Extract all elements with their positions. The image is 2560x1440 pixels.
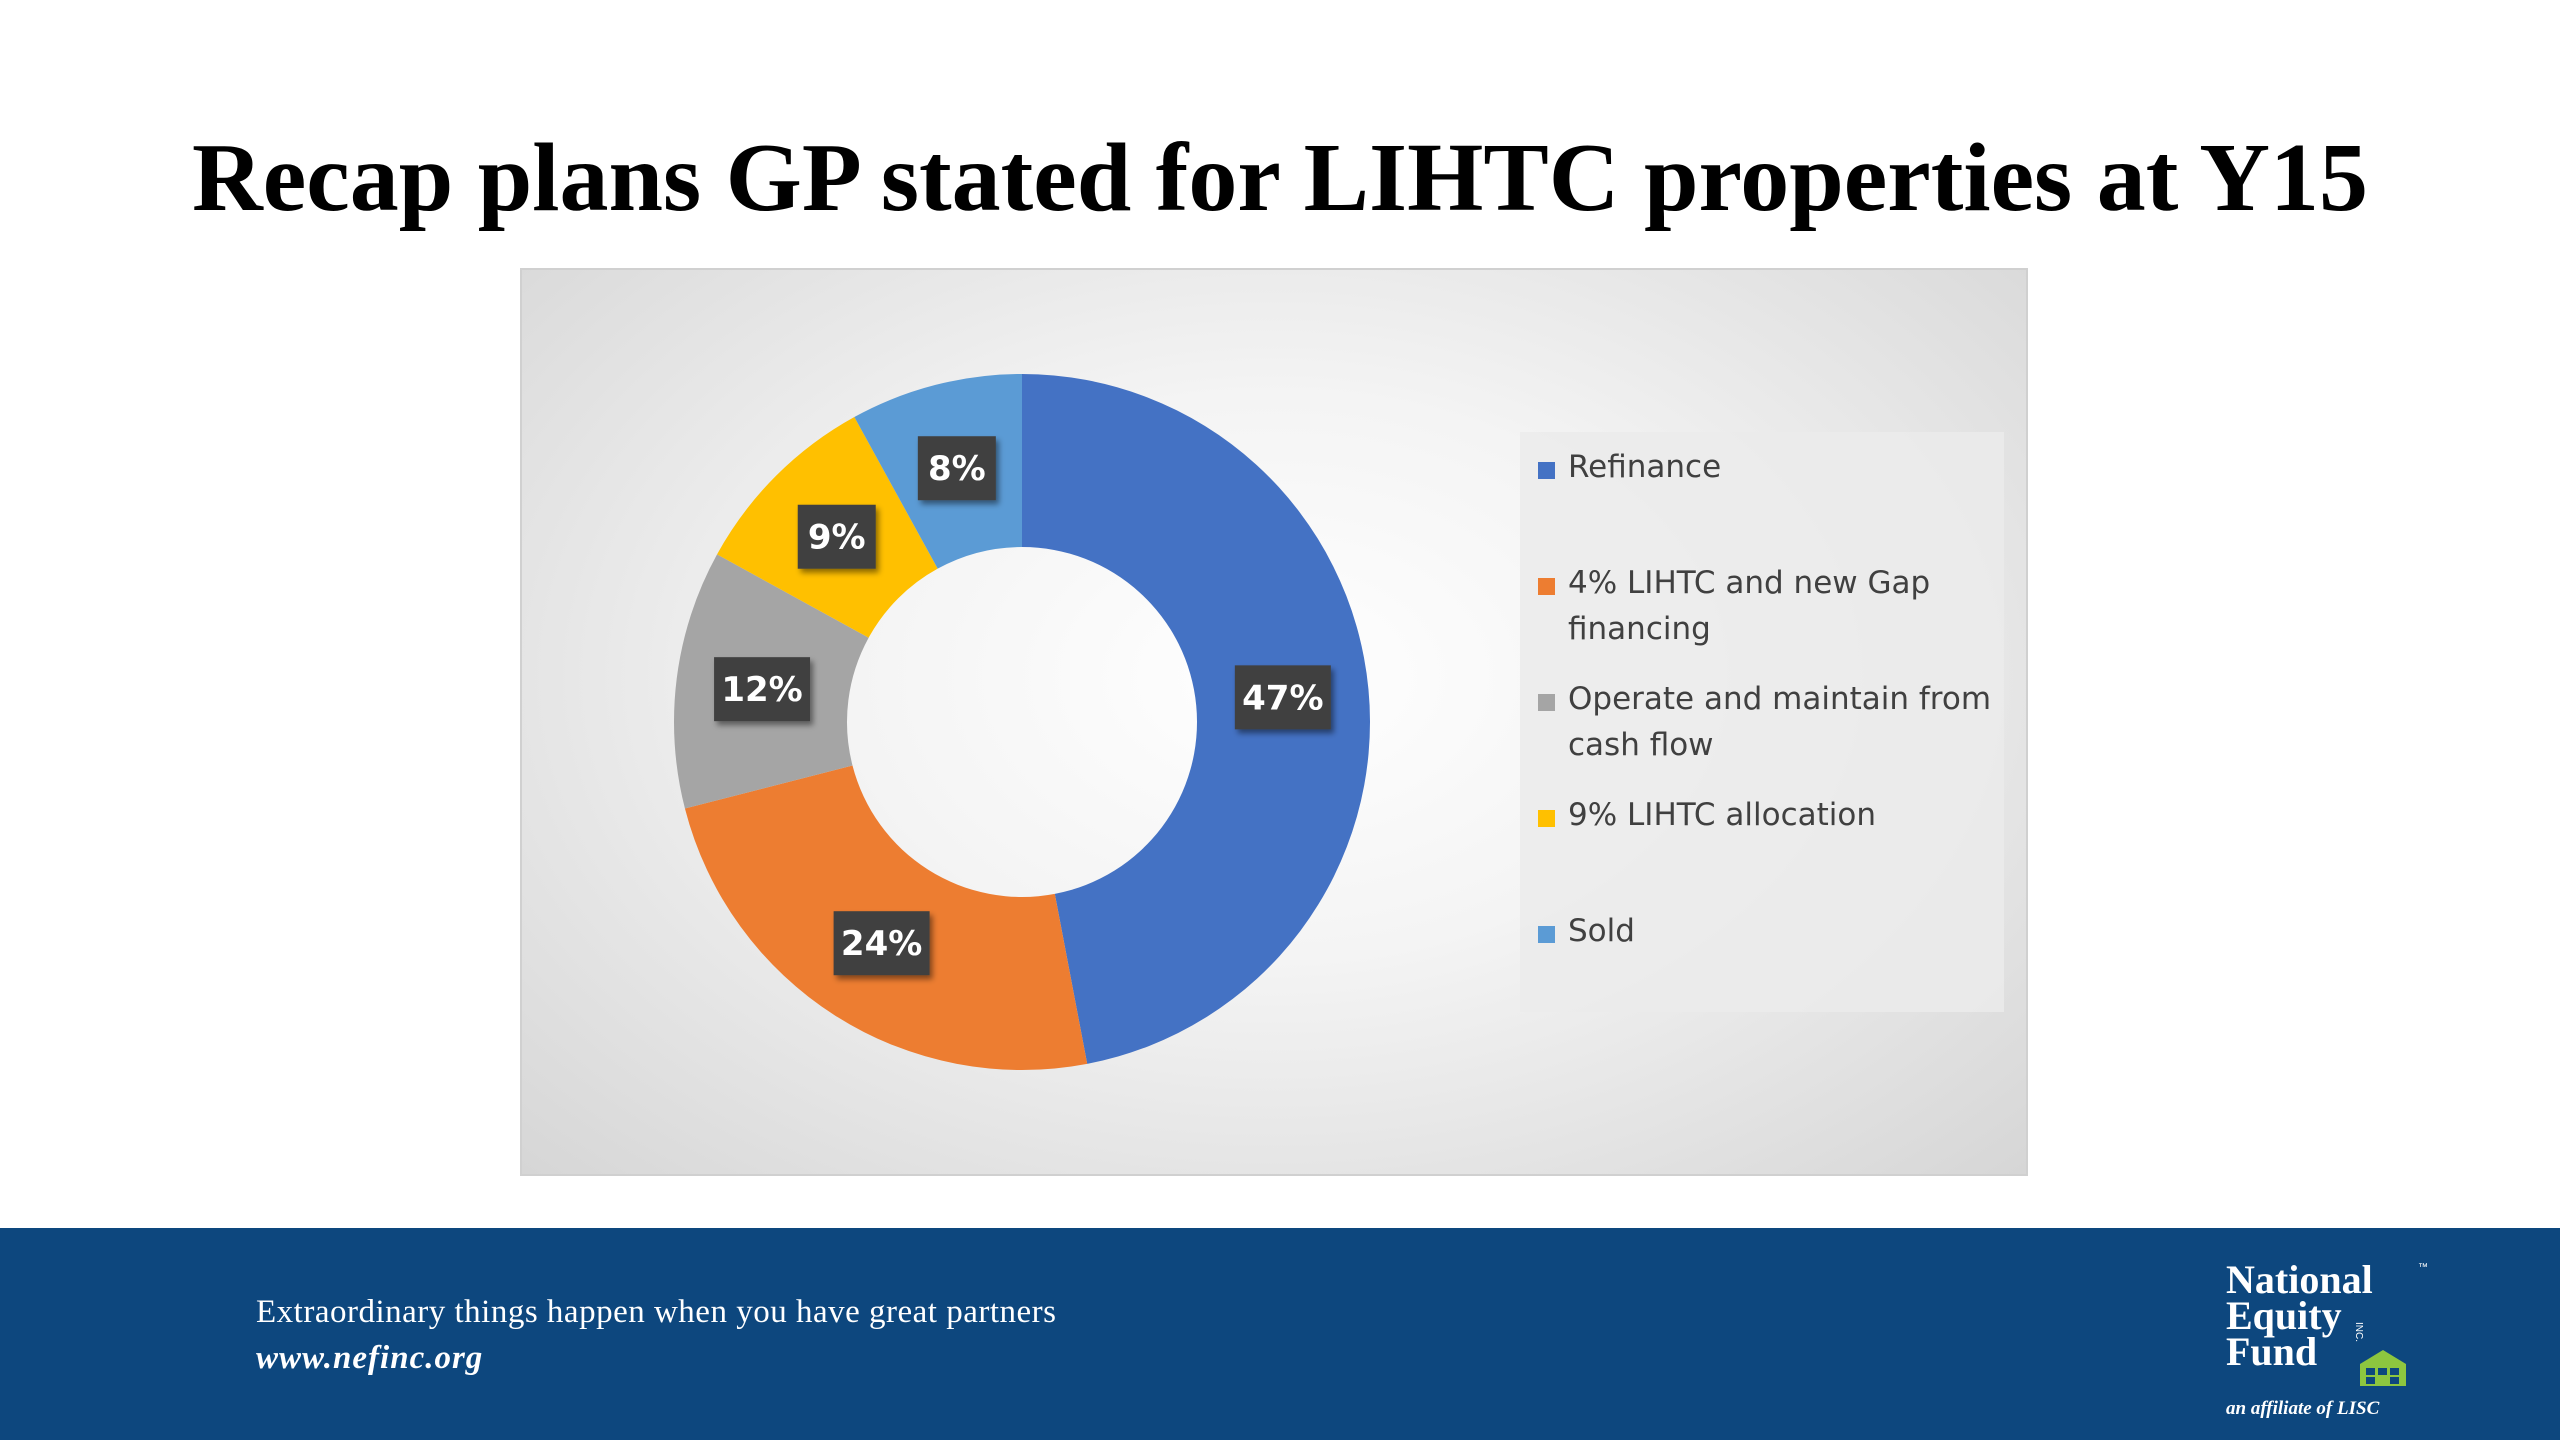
legend-label: Sold bbox=[1568, 913, 1635, 949]
data-label-text: 47% bbox=[1242, 678, 1323, 718]
data-label-box bbox=[833, 911, 930, 976]
legend-swatch bbox=[1538, 578, 1555, 595]
legend-swatch bbox=[1538, 694, 1555, 711]
legend-label: 4% LIHTC and new Gap financing bbox=[1568, 565, 1931, 647]
footer-bar: Extraordinary things happen when you hav… bbox=[0, 1228, 2560, 1440]
data-label: 8% bbox=[917, 436, 996, 501]
data-label: 24% bbox=[833, 911, 930, 976]
footer-website-link[interactable]: www.nefinc.org bbox=[256, 1340, 484, 1376]
house-icon bbox=[2360, 1350, 2406, 1386]
data-label-text: 24% bbox=[841, 924, 922, 964]
legend-label: Operate and maintain from cash flow bbox=[1568, 681, 1992, 763]
legend-swatch bbox=[1538, 810, 1555, 827]
donut-slice bbox=[1022, 374, 1370, 1064]
chart-legend: Refinance 4% LIHTC and new Gap financing O… bbox=[1520, 432, 2004, 1012]
data-label: 12% bbox=[714, 657, 811, 722]
logo-inc: INC. bbox=[2353, 1322, 2364, 1342]
logo-line-equity: Equity bbox=[2226, 1293, 2342, 1338]
nef-logo: National ™ Equity INC. Fund an affiliate… bbox=[2226, 1260, 2446, 1420]
logo-line-national: National bbox=[2226, 1257, 2373, 1302]
logo-line-fund: Fund bbox=[2226, 1329, 2318, 1374]
legend-swatch bbox=[1538, 462, 1555, 479]
data-label-box bbox=[917, 436, 996, 501]
footer-tagline: Extraordinary things happen when you hav… bbox=[256, 1294, 1057, 1330]
legend-swatch bbox=[1538, 926, 1555, 943]
logo-trademark: ™ bbox=[2418, 1262, 2428, 1273]
legend-label: 9% LIHTC allocation bbox=[1568, 797, 1876, 833]
data-label-text: 12% bbox=[721, 670, 802, 710]
logo-affiliate-text: an affiliate of LISC bbox=[2226, 1398, 2380, 1419]
data-label: 9% bbox=[797, 504, 876, 569]
legend-label: Refinance bbox=[1568, 449, 1722, 485]
data-label-box bbox=[797, 504, 876, 569]
donut-chart: 47% 24% 12% 9% 8% bbox=[674, 374, 1370, 1070]
data-label-box bbox=[1234, 665, 1331, 730]
data-label-text: 8% bbox=[928, 449, 986, 489]
data-label-box bbox=[714, 657, 811, 722]
data-label-text: 9% bbox=[808, 518, 866, 558]
chart-area: 47% 24% 12% 9% 8% Refinance 4% LIHTC and new … bbox=[520, 268, 2028, 1176]
data-label: 47% bbox=[1234, 665, 1331, 730]
slide-title: Recap plans GP stated for LIHTC properti… bbox=[192, 124, 2368, 232]
